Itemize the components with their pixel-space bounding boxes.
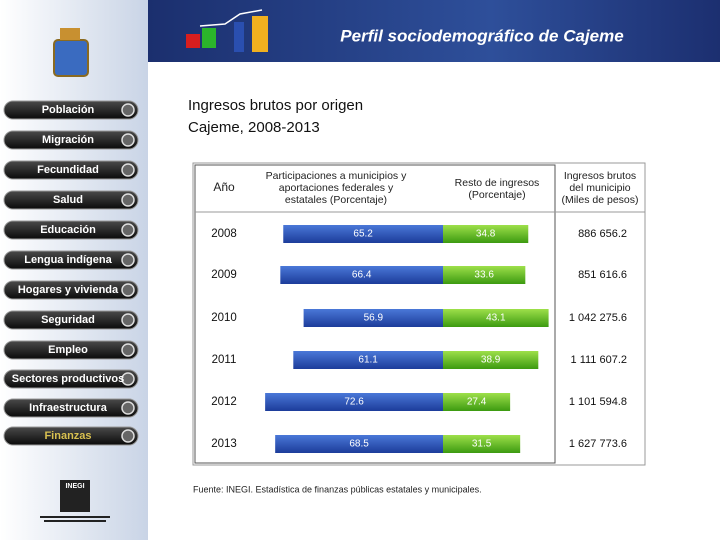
bar-participaciones bbox=[275, 435, 443, 453]
nav-button[interactable] bbox=[3, 250, 139, 270]
nav-knob bbox=[121, 372, 135, 386]
content-subtitle: Cajeme, 2008-2013 bbox=[188, 119, 320, 136]
ingresos-cell: 886 656.2 bbox=[578, 228, 627, 240]
nav-label: Fecundidad bbox=[37, 164, 99, 176]
nav-knob bbox=[121, 103, 135, 117]
value-resto: 43.1 bbox=[486, 313, 506, 324]
nav-label: Infraestructura bbox=[29, 402, 108, 414]
nav-label: Hogares y vivienda bbox=[18, 284, 119, 296]
nav-button[interactable] bbox=[3, 220, 139, 240]
bar-resto bbox=[443, 309, 549, 327]
bar-participaciones bbox=[265, 393, 443, 411]
svg-text:INEGI: INEGI bbox=[65, 483, 84, 490]
value-participaciones: 72.6 bbox=[344, 397, 364, 408]
nav-button[interactable] bbox=[3, 369, 139, 389]
crest bbox=[53, 28, 89, 77]
value-resto: 34.8 bbox=[476, 229, 496, 240]
nav-label: Seguridad bbox=[41, 314, 95, 326]
bar-participaciones bbox=[303, 309, 443, 327]
column-header: Ingresos brutos del municipio (Miles de pe… bbox=[561, 170, 638, 206]
nav-knob bbox=[121, 193, 135, 207]
nav-label: Finanzas bbox=[44, 430, 91, 442]
value-participaciones: 66.4 bbox=[352, 270, 372, 281]
nav-knob bbox=[121, 429, 135, 443]
nav-label: Salud bbox=[53, 194, 83, 206]
value-participaciones: 65.2 bbox=[353, 229, 373, 240]
nav-button[interactable] bbox=[3, 398, 139, 418]
inegi-logo: INEGI bbox=[40, 480, 110, 522]
year-cell: 2010 bbox=[211, 312, 237, 324]
column-header: Resto de ingresos (Porcentaje) bbox=[455, 177, 540, 201]
value-participaciones: 68.5 bbox=[349, 439, 369, 450]
header-title: Perfil sociodemográfico de Cajeme bbox=[340, 26, 623, 45]
nav-label: Migración bbox=[42, 134, 94, 146]
nav-button[interactable] bbox=[3, 310, 139, 330]
bar-resto bbox=[443, 225, 529, 243]
nav-knob bbox=[121, 133, 135, 147]
nav-button[interactable] bbox=[3, 190, 139, 210]
nav-label: Sectores productivos bbox=[12, 373, 124, 385]
bar-resto bbox=[443, 435, 521, 453]
value-resto: 31.5 bbox=[472, 439, 492, 450]
column-header: Año bbox=[213, 180, 235, 194]
nav-knob bbox=[121, 223, 135, 237]
nav-button[interactable] bbox=[3, 130, 139, 150]
nav-button[interactable] bbox=[3, 426, 139, 446]
value-participaciones: 61.1 bbox=[358, 355, 378, 366]
source-note: Fuente: INEGI. Estadística de finanzas p… bbox=[193, 484, 482, 494]
bar-participaciones bbox=[280, 266, 443, 284]
header-icon bbox=[186, 9, 268, 52]
nav-knob bbox=[121, 401, 135, 415]
nav-button[interactable] bbox=[3, 340, 139, 360]
nav-button[interactable] bbox=[3, 100, 139, 120]
value-resto: 38.9 bbox=[481, 355, 501, 366]
bar-resto bbox=[443, 393, 511, 411]
bar-participaciones bbox=[283, 225, 443, 243]
value-resto: 27.4 bbox=[467, 397, 487, 408]
year-cell: 2011 bbox=[212, 354, 237, 366]
nav-button[interactable] bbox=[3, 280, 139, 300]
nav-button[interactable] bbox=[3, 160, 139, 180]
nav-knob bbox=[121, 283, 135, 297]
ingresos-cell: 851 616.6 bbox=[578, 269, 627, 281]
ingresos-cell: 1 042 275.6 bbox=[569, 312, 627, 324]
bar-resto bbox=[443, 351, 539, 369]
ingresos-cell: 1 101 594.8 bbox=[569, 396, 627, 408]
value-resto: 33.6 bbox=[474, 270, 494, 281]
bar-participaciones bbox=[293, 351, 443, 369]
value-participaciones: 56.9 bbox=[364, 313, 384, 324]
column-header: Participaciones a municipios y aportacion… bbox=[266, 170, 407, 206]
ingresos-cell: 1 111 607.2 bbox=[571, 354, 627, 366]
content-title: Ingresos brutos por origen bbox=[188, 97, 363, 114]
year-cell: 2013 bbox=[211, 438, 237, 450]
nav-label: Lengua indígena bbox=[24, 254, 112, 266]
year-cell: 2008 bbox=[211, 228, 237, 240]
nav-knob bbox=[121, 313, 135, 327]
sidebar bbox=[0, 0, 148, 540]
year-cell: 2012 bbox=[211, 396, 237, 408]
year-cell: 2009 bbox=[211, 269, 237, 281]
nav-label: Población bbox=[42, 104, 95, 116]
nav-knob bbox=[121, 343, 135, 357]
nav-label: Empleo bbox=[48, 344, 88, 356]
bar-resto bbox=[443, 266, 526, 284]
nav-knob bbox=[121, 163, 135, 177]
ingresos-cell: 1 627 773.6 bbox=[569, 438, 627, 450]
nav-knob bbox=[121, 253, 135, 267]
nav-label: Educación bbox=[40, 224, 96, 236]
